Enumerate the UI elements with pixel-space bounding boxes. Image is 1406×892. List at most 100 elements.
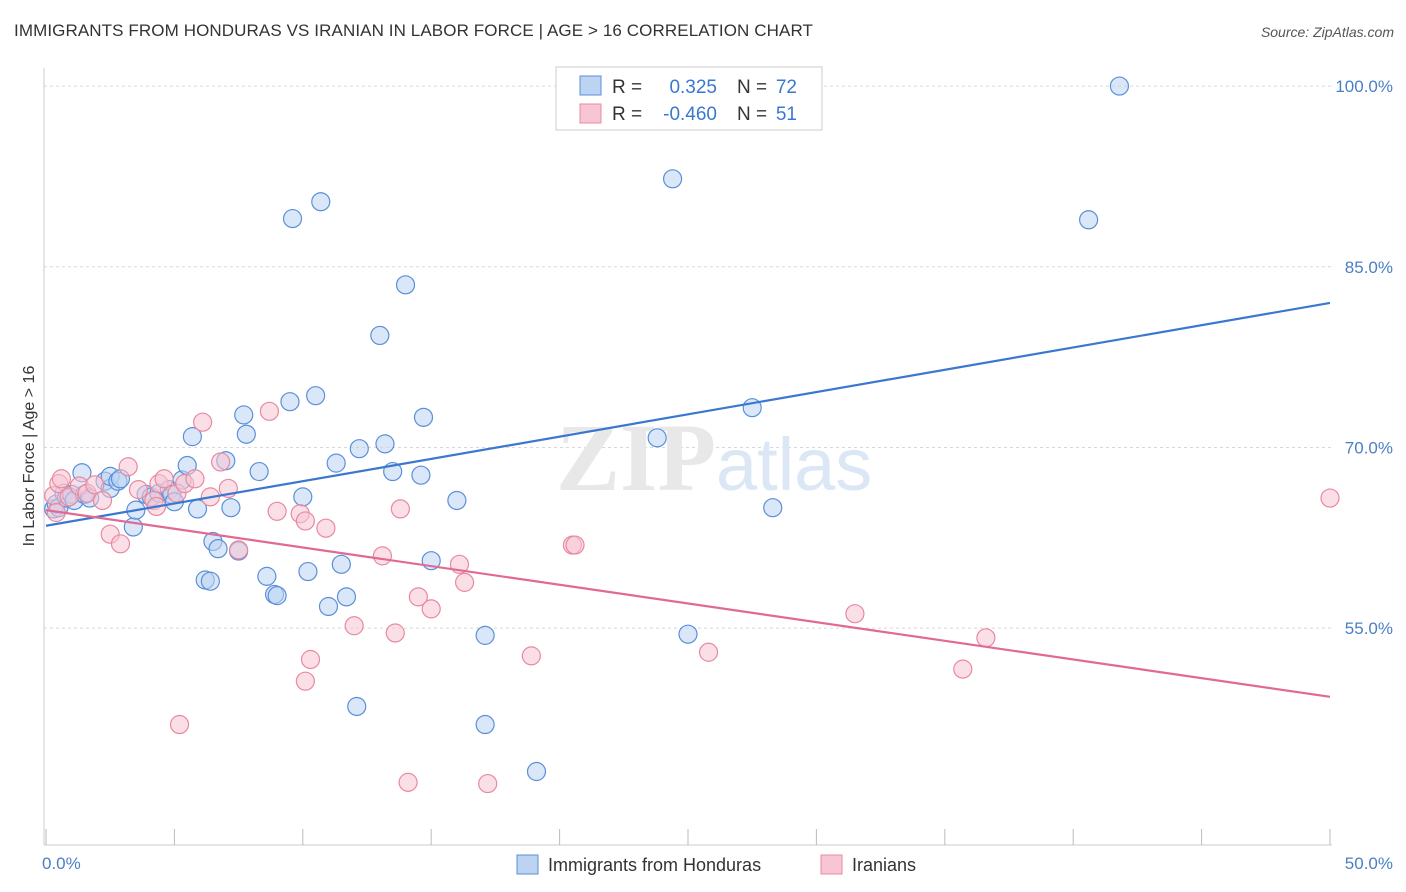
y-tick-label: 70.0% xyxy=(1345,438,1393,457)
data-point-honduras xyxy=(1109,76,1130,96)
data-point-iranians xyxy=(698,642,719,662)
data-point-iranians xyxy=(372,546,393,566)
data-point-iranians xyxy=(295,671,315,691)
y-tick-label: 100.0% xyxy=(1335,77,1393,96)
legend-n-label-1: N = xyxy=(737,77,767,98)
data-point-honduras xyxy=(234,405,254,425)
data-point-honduras xyxy=(1079,210,1099,230)
data-point-honduras xyxy=(395,275,416,295)
data-point-honduras xyxy=(475,714,495,735)
data-point-honduras xyxy=(647,428,667,448)
chart-title: IMMIGRANTS FROM HONDURAS VS IRANIAN IN L… xyxy=(14,21,813,40)
data-point-iranians xyxy=(295,511,315,531)
data-point-honduras xyxy=(526,761,547,782)
data-point-honduras xyxy=(447,490,467,511)
data-point-honduras xyxy=(249,461,269,482)
data-point-honduras xyxy=(298,561,318,582)
legend: R = 0.325 N = 72 R = -0.460 N = 51 xyxy=(555,66,823,131)
data-point-iranians xyxy=(154,469,174,489)
data-point-iranians xyxy=(259,401,280,421)
data-point-honduras xyxy=(763,498,783,518)
data-point-iranians xyxy=(421,599,441,619)
data-point-iranians xyxy=(408,587,428,607)
data-point-iranians xyxy=(344,616,364,636)
data-point-honduras xyxy=(257,566,277,586)
legend-swatch-honduras xyxy=(579,75,602,96)
data-point-iranians xyxy=(316,518,336,538)
x-tick-label-min: 0.0% xyxy=(42,854,81,873)
legend-n-label-2: N = xyxy=(737,104,767,125)
data-point-iranians xyxy=(169,714,190,735)
data-point-honduras xyxy=(375,434,395,454)
x-tick-label-max: 50.0% xyxy=(1345,854,1393,873)
data-point-honduras xyxy=(326,453,346,473)
data-point-iranians xyxy=(92,490,113,511)
data-point-iranians xyxy=(128,480,149,500)
data-point-honduras xyxy=(236,424,256,444)
data-point-iranians xyxy=(390,499,410,519)
watermark-atlas: atlas xyxy=(716,423,872,506)
data-point-honduras xyxy=(475,625,495,645)
data-point-iranians xyxy=(85,475,105,495)
data-point-honduras xyxy=(282,208,303,229)
data-point-honduras xyxy=(200,571,220,591)
y-tick-label: 85.0% xyxy=(1345,258,1393,277)
watermark: ZIP atlas xyxy=(556,404,872,511)
data-point-iranians xyxy=(478,773,498,794)
data-point-iranians xyxy=(300,649,321,670)
data-point-honduras xyxy=(678,624,698,644)
data-point-honduras xyxy=(347,696,367,717)
data-point-honduras xyxy=(662,169,683,189)
data-point-iranians xyxy=(976,628,996,648)
data-point-iranians xyxy=(229,540,249,560)
data-point-honduras xyxy=(306,386,326,406)
data-point-iranians xyxy=(1320,488,1340,508)
data-point-honduras xyxy=(293,487,313,507)
data-point-iranians xyxy=(267,501,287,521)
data-point-honduras xyxy=(413,407,434,427)
legend-n-value-2: 51 xyxy=(776,104,797,125)
data-point-iranians xyxy=(398,772,418,792)
trend-line-honduras xyxy=(45,301,1331,527)
data-point-iranians xyxy=(110,534,131,554)
data-point-honduras xyxy=(411,465,431,485)
trend-lines xyxy=(45,301,1331,698)
legend-r-label-1: R = xyxy=(612,77,642,98)
data-point-iranians xyxy=(385,623,405,643)
bottom-legend-swatch-iranians xyxy=(820,854,843,875)
data-point-iranians xyxy=(565,535,585,555)
data-point-iranians xyxy=(193,412,213,432)
trend-line-iranians xyxy=(45,509,1331,698)
data-point-honduras xyxy=(221,498,241,518)
bottom-legend: Immigrants from Honduras Iranians xyxy=(516,854,916,875)
legend-n-value-1: 72 xyxy=(776,77,797,98)
data-point-iranians xyxy=(845,604,865,624)
x-ticks xyxy=(45,829,1331,845)
data-point-honduras xyxy=(311,192,331,212)
data-point-honduras xyxy=(182,427,202,447)
data-point-honduras xyxy=(349,439,369,459)
data-point-honduras xyxy=(123,517,143,537)
y-axis-title: In Labor Force | Age > 16 xyxy=(21,366,38,547)
bottom-legend-swatch-honduras xyxy=(516,854,539,875)
series-iranians-points xyxy=(44,401,1340,794)
legend-r-value-2: -0.460 xyxy=(663,104,717,125)
data-point-honduras xyxy=(208,539,228,559)
data-point-honduras xyxy=(336,587,357,607)
data-point-iranians xyxy=(454,572,475,592)
data-point-honduras xyxy=(267,586,287,606)
data-point-iranians xyxy=(51,469,72,489)
data-point-iranians xyxy=(211,452,231,472)
data-point-iranians xyxy=(185,469,205,489)
source-label: Source: ZipAtlas.com xyxy=(1260,24,1394,40)
data-point-iranians xyxy=(118,457,138,477)
legend-r-label-2: R = xyxy=(612,104,642,125)
data-point-iranians xyxy=(953,659,973,679)
watermark-zip: ZIP xyxy=(556,404,716,511)
data-point-honduras xyxy=(280,392,300,412)
legend-r-value-1: 0.325 xyxy=(669,77,717,98)
bottom-legend-label-iranians: Iranians xyxy=(852,855,916,875)
y-tick-label: 55.0% xyxy=(1345,619,1393,638)
data-point-iranians xyxy=(521,646,541,666)
